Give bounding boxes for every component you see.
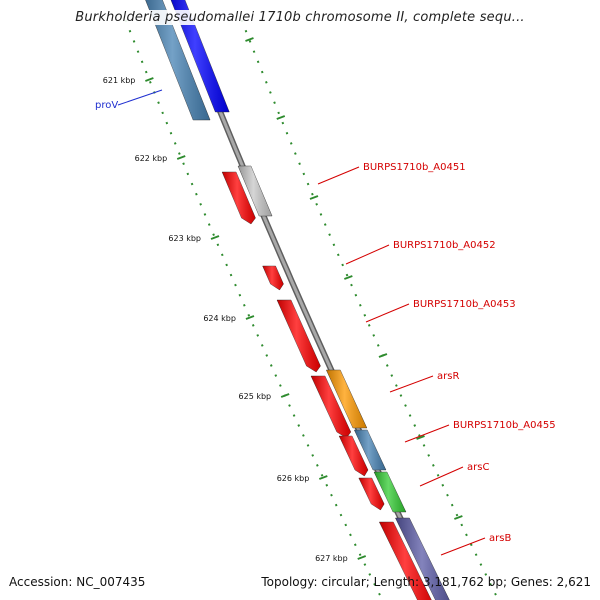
tick-label: 626 kbp [277,474,310,483]
gene-a0455-red-shading [339,436,368,476]
gene-prov-outer-shading [145,0,211,120]
tick-mark [280,393,290,398]
tick-mark-right [454,515,463,520]
leader-line [345,244,390,265]
tick-label: 624 kbp [203,314,236,323]
map-title: Burkholderia pseudomallei 1710b chromoso… [0,10,600,25]
gene-prov-shading [170,0,230,112]
gene-a0451-red-shading [222,172,256,224]
gene-label-arsr: arsR [437,371,459,382]
gene-arsc-red-shading [358,478,385,510]
tick-label: 623 kbp [168,234,201,243]
gene-label-prov: proV [95,100,118,111]
tick-mark-right [309,195,319,200]
leader-line [365,303,410,323]
gene-label-arsb: arsB [489,533,511,544]
tick-mark [176,155,186,160]
gene-label-burps1710b-a0451: BURPS1710b_A0451 [363,162,466,173]
gene-arsr-red-shading [311,376,351,438]
topology-summary: Topology: circular; Length: 3,181,762 bp… [261,575,591,589]
leader-line [419,466,464,487]
gene-a0451-shading [238,166,273,216]
tick-mark [357,555,367,560]
gene-a0455-shading [354,430,386,470]
gene-arsb-shading [395,518,450,600]
leader-line [317,166,360,185]
tick-mark [318,475,328,480]
tick-mark-right [276,115,286,120]
tick-track-left [124,19,382,597]
tick-mark-right [378,353,388,358]
leader-line [440,537,486,556]
tick-label: 622 kbp [135,154,168,163]
gene-arsr-shading [326,370,367,428]
tick-mark [245,315,255,320]
tick-mark [210,235,220,240]
leader-line [117,89,163,106]
tick-label: 625 kbp [239,392,272,401]
gene-label-burps1710b-a0455: BURPS1710b_A0455 [453,420,556,431]
gene-arsc-shading [374,472,406,512]
gene-a0453-shading [277,300,321,372]
leader-line [404,424,450,443]
leader-line [389,375,434,393]
gene-arsb-red-shading [379,522,432,600]
gene-label-arsc: arsC [467,462,489,473]
tick-mark-right [245,37,254,42]
accession-text: Accession: NC_007435 [9,575,146,589]
tick-label: 621 kbp [103,76,136,85]
tick-mark-right [343,275,353,280]
tick-mark [145,77,154,82]
tick-mark-right [416,435,425,440]
gene-a0452-shading [262,266,284,290]
gene-label-burps1710b-a0452: BURPS1710b_A0452 [393,240,496,251]
gene-label-burps1710b-a0453: BURPS1710b_A0453 [413,299,516,310]
tick-label: 627 kbp [315,554,348,563]
